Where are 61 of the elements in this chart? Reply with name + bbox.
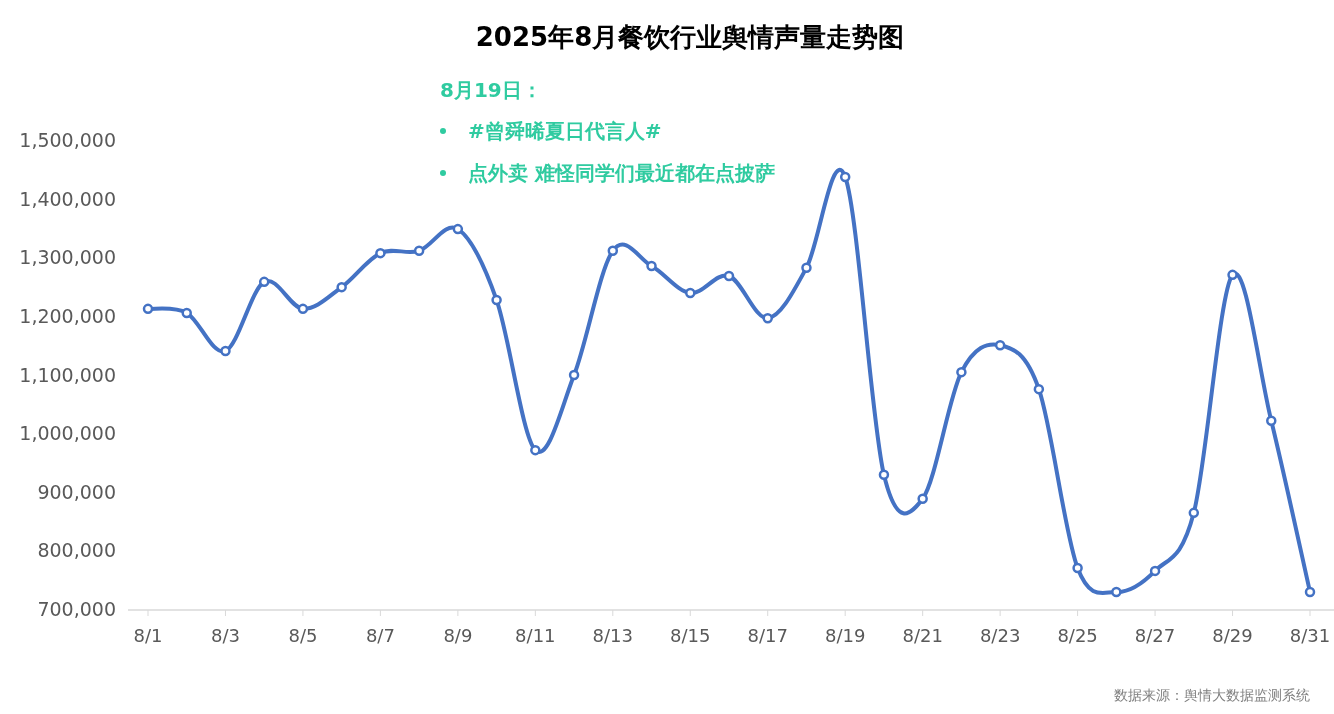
y-tick-label: 1,400,000 (19, 187, 116, 210)
point (181, 307, 192, 319)
x-tick-label: 8/5 (288, 625, 318, 646)
x-tick-label: 8/23 (979, 625, 1021, 646)
x-tick-label: 8/25 (1057, 625, 1098, 646)
point (1188, 507, 1200, 519)
x-tick-label: 8/13 (592, 625, 634, 646)
x-tick-label: 8/7 (365, 625, 395, 646)
point (258, 276, 270, 288)
y-tick-label: 800,000 (37, 539, 116, 562)
point (762, 312, 773, 324)
x-tick-label: 8/31 (1289, 625, 1331, 646)
point (1227, 269, 1238, 281)
x-tick-label: 8/29 (1212, 625, 1253, 646)
x-tick-label: 8/3 (210, 625, 240, 646)
annotation: #曾舜晞夏日代言人# (468, 119, 662, 143)
text: 8月19日： (440, 78, 542, 102)
x-tick-label: 8/11 (515, 625, 556, 646)
point (1149, 565, 1161, 577)
point (878, 469, 890, 480)
x-tick-label: 8/21 (902, 625, 943, 646)
point (530, 444, 541, 456)
x-tick-label: 8/15 (670, 625, 711, 646)
point (336, 281, 347, 293)
source-note: 数据来源：舆情大数据监测系统 (1114, 687, 1310, 703)
point (646, 260, 657, 272)
point (1033, 383, 1045, 395)
chart-title: 2025年8月餐饮行业舆情声量走势图 (475, 22, 905, 52)
point (142, 303, 154, 315)
y-tick-label: 1,200,000 (19, 304, 116, 327)
point (297, 303, 309, 315)
point (1111, 586, 1122, 598)
point (452, 223, 464, 235)
point (917, 493, 928, 505)
x-tick-label: 8/1 (133, 625, 163, 646)
point (568, 369, 580, 381)
point (801, 262, 812, 274)
x-tick-label: 8/19 (824, 625, 866, 646)
y-tick-label: 700,000 (37, 598, 116, 620)
y-tick-label: 1,000,000 (19, 422, 116, 445)
x-tick-label: 8/17 (747, 625, 788, 646)
point (375, 247, 386, 259)
point (1072, 562, 1083, 574)
annotation: 点外卖 难怪同学们最近都在点披萨 (468, 161, 775, 185)
point (1266, 415, 1277, 427)
point (607, 245, 619, 257)
y-tick-label: 1,300,000 (19, 246, 116, 269)
y-tick-label: 900,000 (37, 480, 116, 503)
point (413, 245, 425, 257)
x-tick-label: 8/9 (443, 625, 473, 646)
point (1304, 586, 1316, 598)
point (685, 287, 696, 299)
x-tick-label: 8/27 (1134, 625, 1176, 646)
point (839, 171, 851, 183)
y-tick-label: 1,500,000 (19, 129, 116, 151)
point (491, 294, 502, 306)
point (220, 345, 231, 357)
y-tick-label: 1,100,000 (19, 363, 116, 386)
point (956, 366, 967, 378)
point (723, 270, 735, 282)
point (994, 339, 1006, 351)
